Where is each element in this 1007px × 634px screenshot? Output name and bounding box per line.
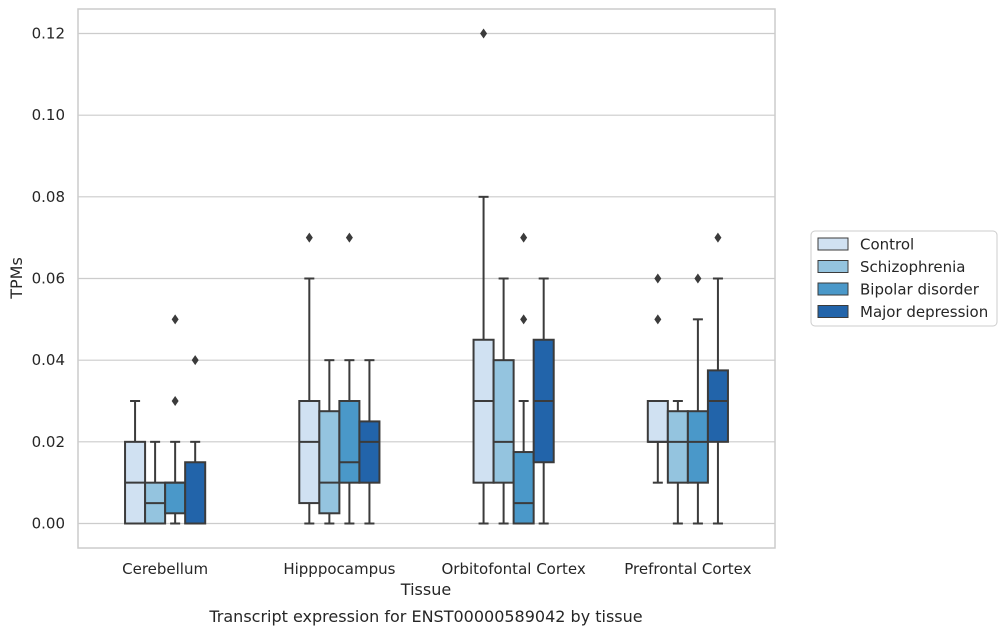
box-0-1 [144, 440, 167, 525]
outlier-point [654, 314, 662, 325]
y-axis-label: TPMs [7, 257, 26, 300]
box-0-2 [164, 314, 187, 525]
outlier-point [654, 273, 662, 284]
legend-swatch [817, 260, 849, 273]
legend-label: Control [860, 236, 914, 254]
outlier-point [345, 232, 353, 243]
box-iqr [358, 420, 381, 484]
box-2-3 [532, 277, 555, 525]
box-iqr [706, 369, 729, 443]
box-iqr [318, 410, 341, 515]
legend-label: Schizophrenia [860, 258, 965, 276]
legend-swatch [817, 237, 849, 251]
outlier-point [520, 232, 528, 243]
x-tick-label: Hipppocampus [283, 560, 395, 578]
outlier-point [480, 28, 488, 39]
box-3-2 [686, 273, 709, 525]
box-3-0 [646, 273, 669, 484]
y-tick-label: 0.02 [32, 433, 65, 451]
y-tick-label: 0.10 [32, 106, 65, 124]
box-iqr [184, 461, 207, 525]
y-tick-label: 0.08 [32, 188, 65, 206]
legend-label: Bipolar disorder [860, 281, 980, 299]
box-iqr [686, 410, 709, 484]
legend: Control Schizophrenia Bipolar disorder Majo… [810, 230, 998, 327]
outlier-point [171, 314, 179, 325]
legend-label: Major depression [860, 303, 988, 321]
legend-frame [810, 230, 998, 327]
x-tick-label: Cerebellum [122, 560, 208, 578]
outlier-point [520, 314, 528, 325]
box-iqr [646, 400, 669, 443]
y-tick-label: 0.12 [32, 25, 65, 43]
box-iqr [338, 400, 361, 484]
box-1-3 [358, 359, 381, 525]
box-3-3 [706, 232, 729, 525]
box-iqr [164, 481, 187, 515]
box-2-2 [512, 232, 535, 525]
x-tick-labels: Cerebellum Hipppocampus Orbitofontal Corte… [122, 560, 751, 578]
y-tick-labels: 0.00 0.02 0.04 0.06 0.08 0.10 0.12 [32, 25, 65, 533]
box-iqr [298, 400, 321, 505]
legend-swatch [817, 305, 849, 318]
x-axis-label: Tissue [400, 580, 451, 599]
box-iqr [666, 410, 689, 484]
outlier-point [714, 232, 722, 243]
box-0-0 [124, 400, 147, 525]
box-2-0 [472, 28, 495, 525]
box-3-1 [666, 400, 689, 525]
outlier-point [305, 232, 313, 243]
chart-caption: Transcript expression for ENST0000058904… [208, 607, 642, 626]
x-tick-label: Orbitofontal Cortex [442, 560, 586, 578]
box-0-3 [184, 355, 207, 525]
box-iqr [492, 359, 515, 484]
box-1-2 [338, 232, 361, 525]
box-1-1 [318, 359, 341, 525]
legend-swatch [817, 282, 849, 296]
boxes-layer [124, 28, 729, 525]
outlier-point [171, 396, 179, 406]
y-tick-label: 0.00 [32, 515, 65, 533]
box-iqr [512, 451, 535, 525]
outlier-point [694, 273, 702, 284]
x-tick-label: Prefrontal Cortex [624, 560, 751, 578]
y-tick-label: 0.04 [32, 351, 65, 369]
box-2-1 [492, 277, 515, 525]
y-tick-label: 0.06 [32, 270, 65, 288]
box-1-0 [298, 232, 321, 525]
plot-frame [77, 8, 776, 549]
outlier-point [191, 355, 199, 366]
box-iqr [472, 338, 495, 484]
